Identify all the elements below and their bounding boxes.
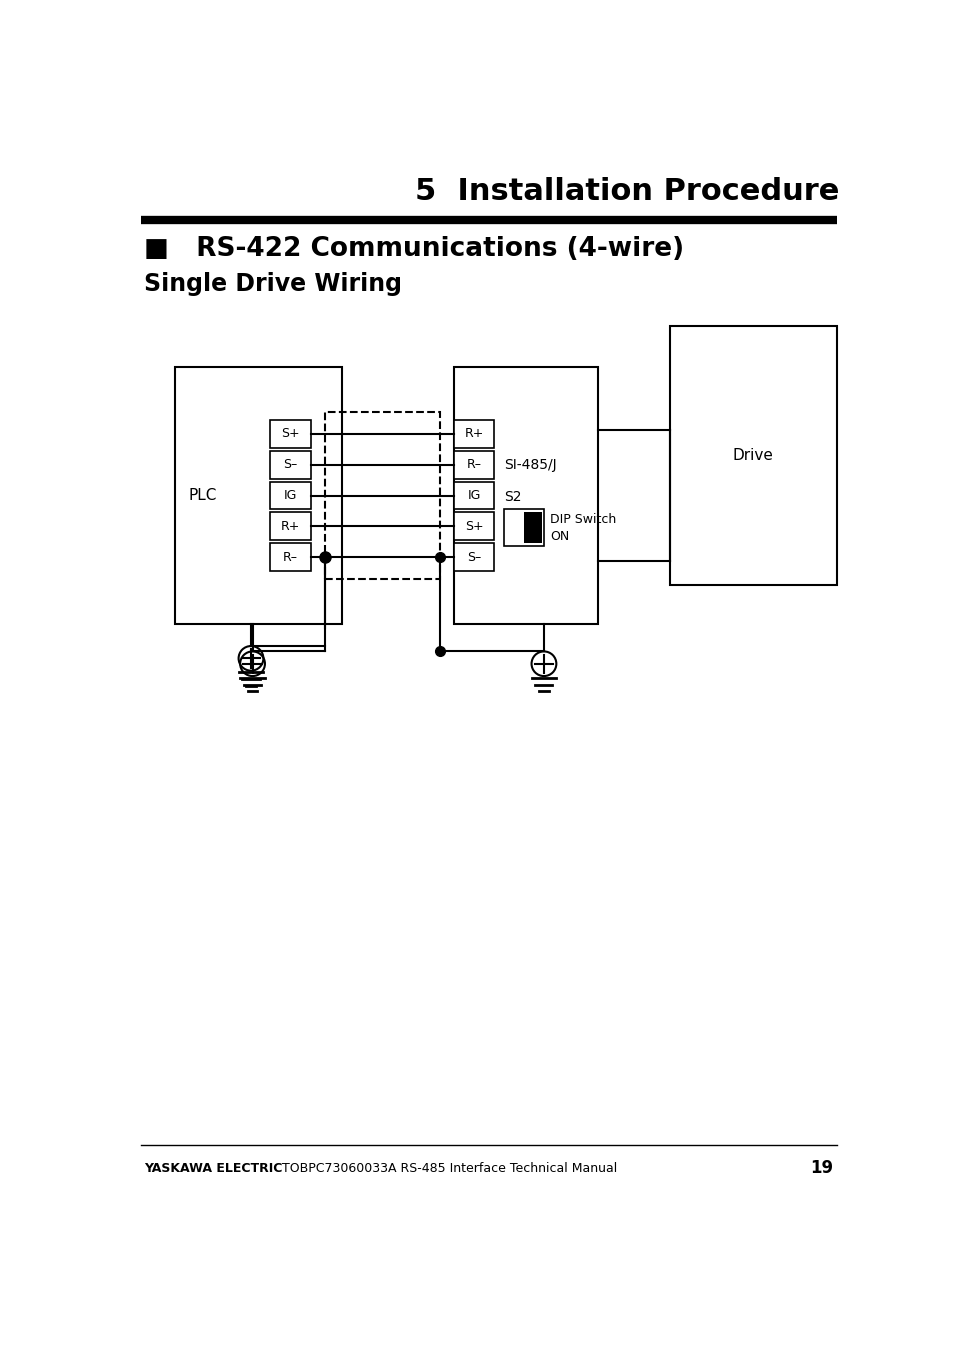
Text: 5  Installation Procedure: 5 Installation Procedure: [415, 177, 839, 206]
Bar: [270, 420, 311, 448]
Text: S–: S–: [467, 551, 481, 563]
Text: R+: R+: [464, 428, 483, 440]
Text: 19: 19: [810, 1159, 833, 1177]
Bar: [454, 512, 494, 540]
Text: Drive: Drive: [732, 448, 773, 463]
Text: R–: R–: [283, 551, 297, 563]
Text: SI-485/J: SI-485/J: [503, 458, 556, 471]
Text: S+: S+: [464, 520, 483, 533]
Bar: [669, 326, 836, 585]
Text: Single Drive Wiring: Single Drive Wiring: [144, 272, 401, 297]
Text: YASKAWA ELECTRIC: YASKAWA ELECTRIC: [144, 1162, 282, 1175]
Text: ■   RS-422 Communications (4-wire): ■ RS-422 Communications (4-wire): [144, 236, 683, 261]
Bar: [270, 543, 311, 571]
Bar: [454, 451, 494, 478]
Bar: [454, 482, 494, 509]
Bar: [454, 543, 494, 571]
Text: S+: S+: [281, 428, 299, 440]
Bar: [270, 451, 311, 478]
Text: TOBPC73060033A RS-485 Interface Technical Manual: TOBPC73060033A RS-485 Interface Technica…: [278, 1162, 617, 1175]
Text: IG: IG: [467, 489, 480, 502]
Bar: [270, 482, 311, 509]
Bar: [324, 413, 439, 578]
Text: S2: S2: [503, 490, 520, 504]
Bar: [523, 512, 541, 543]
Text: IG: IG: [284, 489, 297, 502]
Bar: [174, 367, 342, 624]
Text: DIP Switch
ON: DIP Switch ON: [550, 513, 616, 543]
Bar: [454, 420, 494, 448]
Text: R+: R+: [280, 520, 300, 533]
Bar: [270, 512, 311, 540]
Text: R–: R–: [466, 458, 481, 471]
Text: PLC: PLC: [189, 487, 217, 502]
Text: S–: S–: [283, 458, 297, 471]
Bar: [503, 509, 543, 546]
Bar: [454, 367, 598, 624]
